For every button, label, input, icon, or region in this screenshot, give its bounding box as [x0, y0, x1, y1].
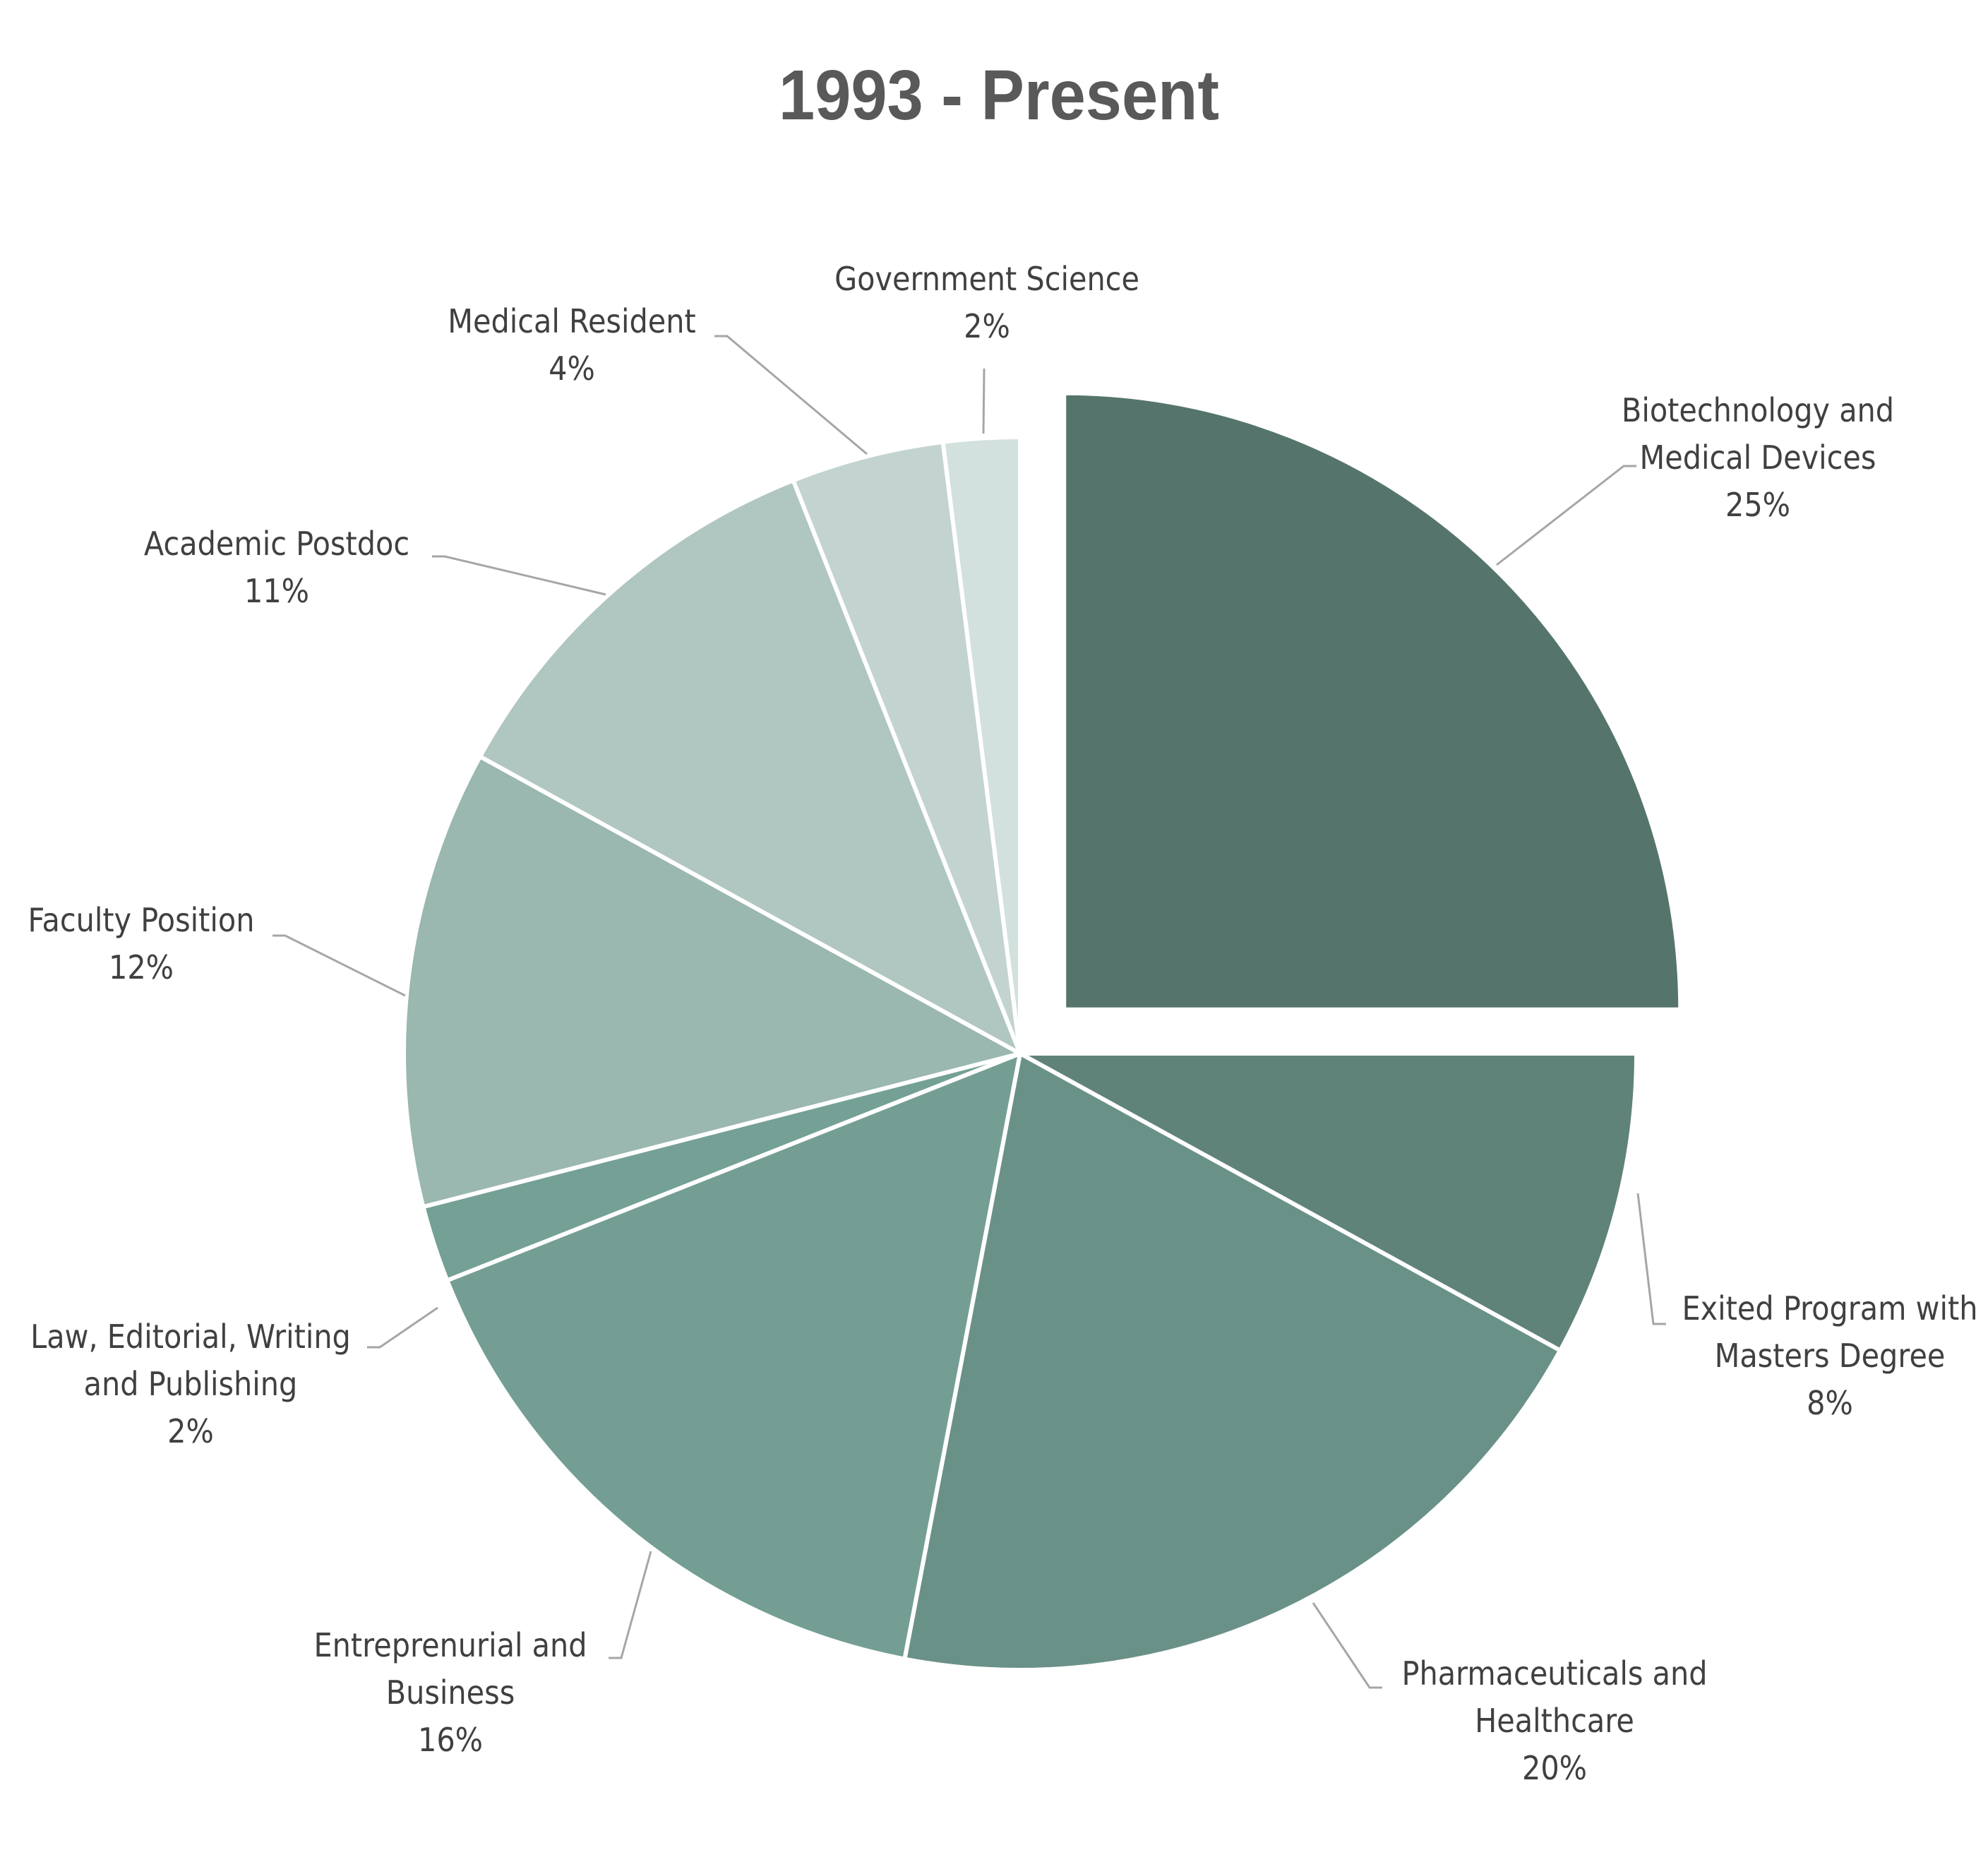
- chart-title: 1993 - Present: [779, 56, 1219, 135]
- leader-line: [1496, 465, 1636, 566]
- data-label: Entreprenurial and Business 16%: [314, 1622, 587, 1764]
- leader-line: [982, 368, 986, 434]
- leader-line: [1636, 1193, 1666, 1325]
- data-label-category: Faculty Position: [28, 901, 255, 939]
- data-label-percent: 11%: [244, 572, 310, 610]
- data-label-category: Pharmaceuticals and: [1401, 1654, 1708, 1693]
- leader-line: [1312, 1602, 1382, 1689]
- data-label-percent: 25%: [1725, 486, 1791, 524]
- data-label-category: and Publishing: [83, 1365, 298, 1403]
- data-label-category: Entreprenurial and: [313, 1626, 587, 1664]
- data-label: Pharmaceuticals and Healthcare 20%: [1401, 1650, 1707, 1792]
- data-label-category: Biotechnology and: [1621, 391, 1895, 429]
- data-label-percent: 2%: [167, 1412, 214, 1450]
- leader-line: [367, 1306, 438, 1349]
- data-label-percent: 16%: [417, 1721, 484, 1759]
- pie-slice-exited-program-with-masters-degree: [1018, 1051, 1639, 1353]
- leader-line: [273, 934, 406, 997]
- pie-slice-pharmaceuticals-and-healthcare: [902, 1051, 1563, 1672]
- data-label-category: Masters Degree: [1714, 1337, 1946, 1375]
- data-label: Government Science 2%: [834, 256, 1139, 350]
- data-label-category: Government Science: [834, 260, 1139, 298]
- data-label: Medical Resident 4%: [448, 298, 695, 393]
- data-label: Law, Editorial, Writing and Publishing 2%: [30, 1313, 351, 1455]
- data-label-category: Healthcare: [1475, 1702, 1634, 1740]
- data-label: Academic Postdoc 11%: [144, 520, 409, 615]
- pie-slice-government-science: [940, 435, 1022, 1056]
- data-label: Faculty Position 12%: [28, 897, 255, 991]
- data-label-percent: 8%: [1807, 1384, 1853, 1422]
- data-label-percent: 20%: [1521, 1749, 1588, 1787]
- leader-line: [714, 335, 868, 455]
- pie-slices: [401, 390, 1683, 1672]
- data-label-category: Exited Program with: [1682, 1289, 1978, 1327]
- pie-slice-academic-postdoc: [477, 478, 1022, 1056]
- data-label: Biotechnology and Medical Devices 25%: [1622, 387, 1894, 529]
- leader-line: [432, 555, 606, 596]
- data-label: Exited Program with Masters Degree 8%: [1682, 1285, 1978, 1427]
- leader-lines: [273, 335, 1666, 1689]
- data-label-category: Academic Postdoc: [143, 525, 410, 563]
- data-label-category: Law, Editorial, Writing: [30, 1318, 351, 1356]
- pie-slice-biotechnology-and-medical-devices: [1062, 390, 1683, 1012]
- pie-slice-entreprenurial-and-business: [445, 1051, 1022, 1661]
- pie-slice-medical-resident: [791, 439, 1022, 1056]
- data-label-percent: 4%: [549, 350, 595, 388]
- leader-line: [609, 1551, 652, 1659]
- data-label-category: Medical Resident: [448, 302, 696, 340]
- pie-slice-faculty-position: [401, 754, 1022, 1210]
- data-label-category: Medical Devices: [1639, 438, 1876, 477]
- data-label-percent: 2%: [964, 307, 1010, 345]
- data-label-category: Business: [385, 1673, 515, 1712]
- data-label-percent: 12%: [108, 948, 174, 986]
